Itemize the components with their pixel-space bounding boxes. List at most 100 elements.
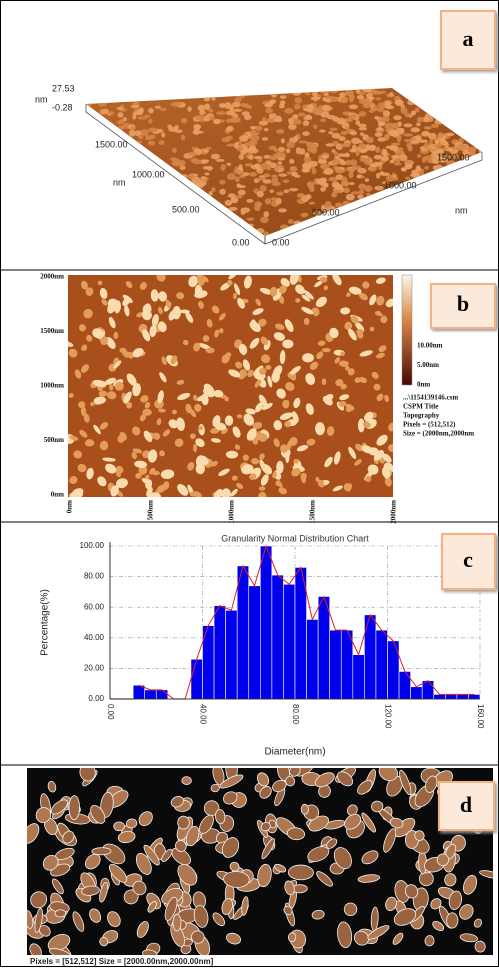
grain <box>139 281 147 290</box>
grain <box>99 882 109 903</box>
grain <box>193 443 198 453</box>
grain <box>288 120 294 125</box>
grain <box>425 775 438 793</box>
grain <box>261 137 269 141</box>
grain <box>302 131 310 136</box>
grain <box>225 135 233 140</box>
grain <box>108 863 128 883</box>
grain <box>218 468 230 477</box>
grain <box>147 127 158 133</box>
grain <box>255 125 263 132</box>
grain <box>265 365 272 370</box>
grain <box>132 347 144 358</box>
grain <box>68 341 74 347</box>
grain <box>306 438 316 446</box>
grain <box>345 193 355 201</box>
grain <box>139 414 146 422</box>
grain <box>93 396 106 405</box>
grain <box>105 337 116 349</box>
grain <box>302 116 313 120</box>
grain <box>347 368 355 376</box>
image-grains <box>68 275 393 497</box>
bar <box>375 629 388 700</box>
grain <box>376 127 383 131</box>
grain <box>446 912 459 929</box>
grain <box>215 809 226 825</box>
bar <box>283 583 296 700</box>
grain <box>389 130 399 137</box>
grain <box>68 348 78 358</box>
grain <box>272 365 283 378</box>
grain <box>224 415 234 426</box>
grain <box>276 191 284 196</box>
grain <box>225 450 239 459</box>
grain <box>242 454 249 461</box>
grain <box>135 140 142 144</box>
grain <box>278 208 287 213</box>
grain <box>263 127 269 132</box>
grain <box>79 429 88 438</box>
label-box <box>438 781 495 831</box>
grain <box>201 393 209 406</box>
grain <box>158 291 167 302</box>
grain <box>144 401 151 409</box>
grain <box>275 151 282 159</box>
grain <box>194 284 203 298</box>
grain <box>249 473 257 480</box>
grain <box>335 168 344 174</box>
x-tick-label: 500nm <box>147 500 155 520</box>
grain <box>418 171 425 177</box>
grain <box>195 463 206 475</box>
grain <box>189 408 197 418</box>
grain <box>350 191 360 195</box>
x-unit: nm <box>455 205 468 215</box>
grain <box>303 107 314 112</box>
grain <box>223 871 250 888</box>
grain <box>132 880 147 896</box>
grain <box>150 289 159 302</box>
grain <box>309 361 319 370</box>
grain <box>311 146 317 152</box>
grain <box>374 132 383 137</box>
grain <box>374 185 384 191</box>
grain <box>437 132 444 138</box>
grain <box>226 279 233 286</box>
grain <box>164 896 178 921</box>
x-tick-label: 1000.00 <box>384 180 417 190</box>
grain <box>233 142 240 149</box>
grain <box>154 105 162 109</box>
grain <box>345 168 356 172</box>
bar <box>190 658 203 700</box>
x-tick-label: 1500nm <box>309 500 317 524</box>
grain <box>264 102 273 108</box>
grain <box>312 91 318 97</box>
grain <box>368 144 377 152</box>
grain <box>256 772 270 787</box>
grain <box>324 201 332 208</box>
grain <box>147 901 157 913</box>
y-tick-label: 20.00 <box>84 664 105 673</box>
grain <box>416 122 421 127</box>
grain <box>74 369 82 379</box>
grain <box>247 223 254 228</box>
grain <box>285 148 291 154</box>
grain <box>279 95 287 99</box>
grain <box>233 283 241 296</box>
grain <box>284 107 294 114</box>
grain <box>376 295 385 306</box>
grain <box>244 103 249 109</box>
grain <box>30 891 48 909</box>
grain <box>138 107 144 113</box>
grain <box>354 377 362 383</box>
y-tick-label: 0.00 <box>88 694 104 703</box>
grain <box>261 354 271 364</box>
distribution-line <box>138 544 475 700</box>
grain <box>249 171 258 177</box>
grain <box>333 151 339 156</box>
grain <box>385 174 395 182</box>
grain <box>306 142 315 148</box>
grain <box>212 912 226 927</box>
grain <box>308 160 318 167</box>
grain <box>258 120 269 126</box>
grain <box>276 128 285 134</box>
